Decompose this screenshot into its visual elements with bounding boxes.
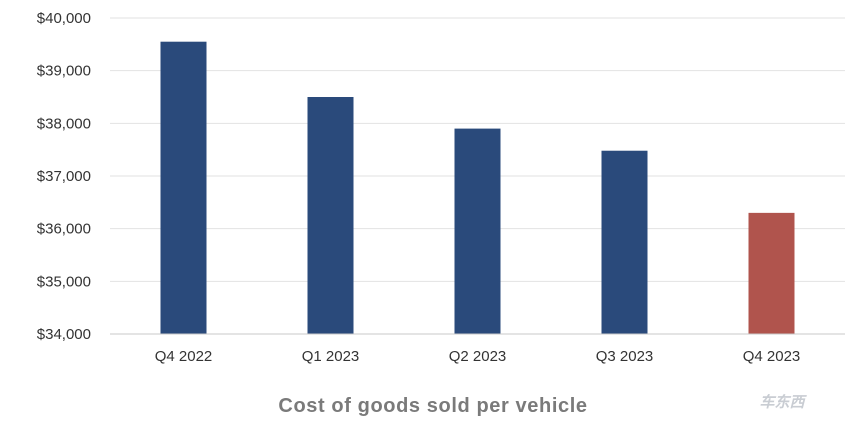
y-tick-label: $38,000 (37, 115, 91, 132)
y-tick-label: $37,000 (37, 168, 91, 185)
bar-q4-2023 (748, 212, 795, 334)
y-tick-label: $34,000 (37, 326, 91, 343)
bars (160, 41, 795, 334)
x-axis-tick-labels: Q4 2022 Q1 2023 Q2 2023 Q3 2023 Q4 2023 (155, 348, 801, 365)
x-tick-label: Q3 2023 (596, 348, 654, 365)
y-tick-label: $36,000 (37, 221, 91, 238)
bar-q2-2023 (454, 128, 501, 334)
bar-q1-2023 (307, 97, 354, 334)
x-tick-label: Q4 2022 (155, 348, 213, 365)
x-tick-label: Q1 2023 (302, 348, 360, 365)
x-tick-label: Q4 2023 (743, 348, 801, 365)
y-axis-tick-labels: $34,000 $35,000 $36,000 $37,000 $38,000 $39,0… (37, 10, 91, 343)
bar-q3-2023 (601, 150, 648, 334)
y-tick-label: $40,000 (37, 10, 91, 27)
x-tick-label: Q2 2023 (449, 348, 507, 365)
watermark-logo: 车东西 (759, 393, 807, 411)
bar-q4-2022 (160, 41, 207, 334)
chart-title: Cost of goods sold per vehicle (278, 395, 587, 417)
y-tick-label: $39,000 (37, 63, 91, 80)
y-tick-label: $35,000 (37, 273, 91, 290)
